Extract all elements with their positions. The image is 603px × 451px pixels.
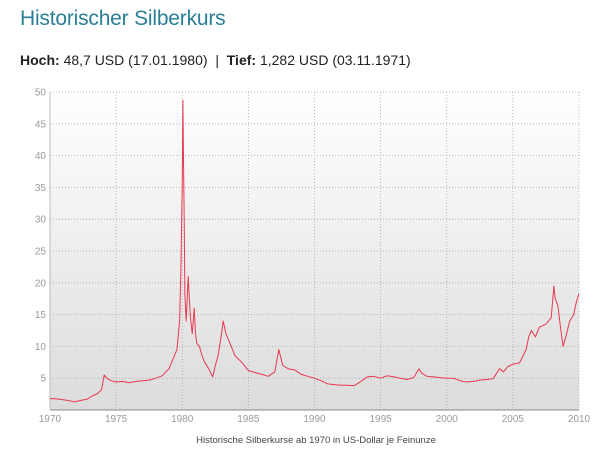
y-tick-label: 50	[35, 88, 47, 99]
stats-separator: |	[215, 52, 219, 68]
y-tick-label: 35	[35, 183, 47, 194]
y-tick-label: 15	[35, 310, 47, 321]
series-line-silver	[49, 99, 580, 403]
y-tick-label: 10	[35, 342, 47, 353]
x-tick-label: 1975	[105, 414, 128, 425]
low-value: 1,282 USD (03.11.1971)	[259, 52, 411, 68]
x-tick-label: 1990	[303, 414, 326, 425]
x-tick-label: 1970	[39, 414, 62, 425]
axes	[49, 92, 579, 411]
y-tick-label: 5	[40, 374, 46, 385]
y-tick-label: 25	[35, 247, 47, 258]
low-label: Tief:	[226, 52, 257, 68]
y-tick-label: 40	[35, 151, 47, 162]
x-tick-label: 1995	[370, 414, 393, 425]
chart-caption: Historische Silberkurse ab 1970 in US-Do…	[196, 435, 436, 446]
x-tick-label: 2005	[502, 414, 525, 425]
y-tick-labels: 5 10 15 20 25 30 35 40 45 50	[35, 88, 47, 385]
high-label: Hoch:	[20, 52, 60, 68]
y-tick-label: 30	[35, 215, 47, 226]
silver-price-chart: 5 10 15 20 25 30 35 40 45 50 1970 1975 1980 1985 1990…	[35, 88, 591, 447]
x-tick-label: 1985	[237, 414, 260, 425]
x-tick-label: 2010	[568, 414, 591, 425]
price-summary: Hoch: 48,7 USD (17.01.1980) | Tief: 1,28…	[20, 52, 411, 68]
x-tick-label: 1980	[171, 414, 194, 425]
x-tick-label: 2000	[436, 414, 459, 425]
page-title: Historischer Silberkurs	[20, 7, 226, 30]
high-value: 48,7 USD (17.01.1980)	[63, 52, 208, 68]
x-tick-labels: 1970 1975 1980 1985 1990 1995 2000 2005 2010	[39, 414, 591, 425]
y-tick-label: 20	[35, 278, 47, 289]
y-tick-label: 45	[35, 119, 47, 130]
